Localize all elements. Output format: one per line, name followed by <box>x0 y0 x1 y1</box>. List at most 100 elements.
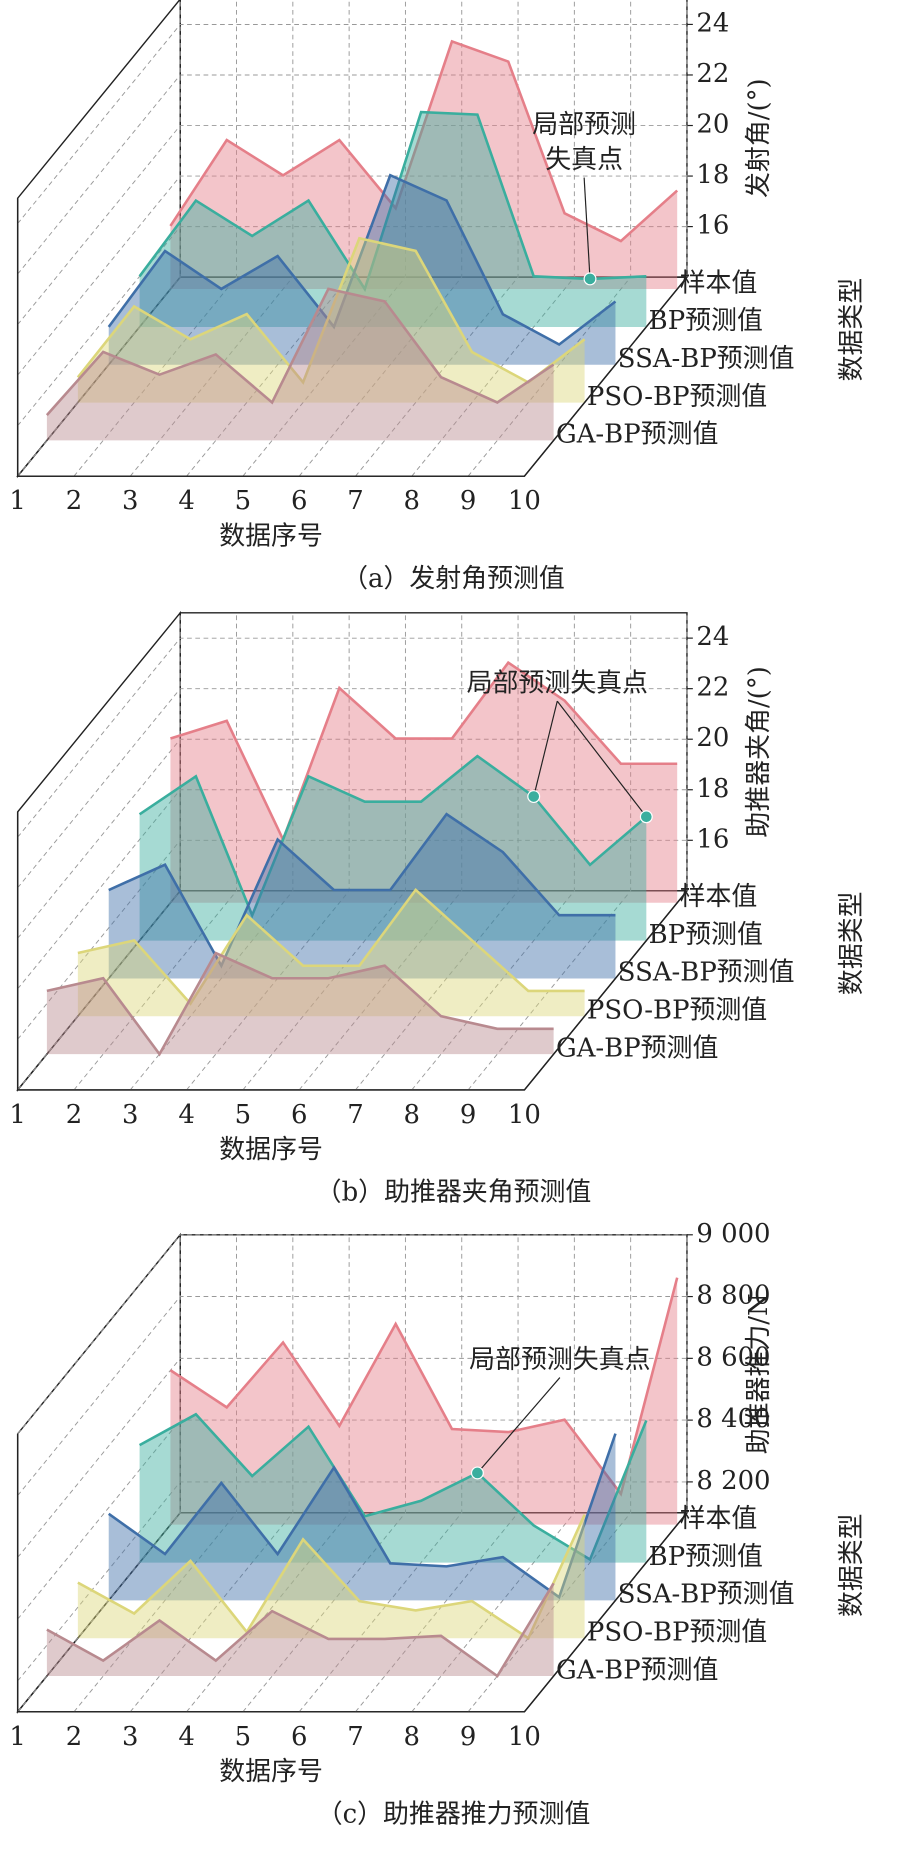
series-line <box>45 287 555 416</box>
x-tick-label: 3 <box>122 1722 138 1752</box>
series-area <box>170 1277 678 1525</box>
z-tick-label: 20 <box>696 110 729 140</box>
series-area <box>108 814 616 979</box>
series-area <box>46 953 554 1055</box>
grid-line <box>17 1481 687 1682</box>
grid-line <box>17 1357 687 1558</box>
annotation-text: 局部预测 <box>532 110 636 140</box>
z-tick-label: 8 800 <box>696 1281 770 1311</box>
x-tick-label: 2 <box>66 1100 82 1130</box>
caption: （a）发射角预测值 <box>342 564 565 594</box>
series-line <box>169 39 679 243</box>
annotation-leader <box>476 1377 561 1474</box>
series-line <box>46 951 554 1057</box>
y-axis-label: 数据类型 <box>837 278 867 382</box>
z-tick-label: 24 <box>696 8 729 38</box>
x-tick-label: 7 <box>347 486 363 516</box>
series-label: PSO-BP预测值 <box>587 1617 767 1647</box>
annotation-point <box>470 1466 484 1480</box>
series-label: BP预测值 <box>649 1542 763 1572</box>
series-line <box>170 660 678 843</box>
series-line <box>138 110 647 293</box>
x-tick-label: 5 <box>235 1100 251 1130</box>
series-label: SSA-BP预测值 <box>618 958 795 988</box>
z-tick-label: 8 400 <box>696 1404 770 1434</box>
panel: 16 18 20 22 24 1 2 3 4 5 6 7 8 9 10 样本值 BP预测值 SSA-BP预测值 PS… <box>9 610 867 1208</box>
y-axis-label: 数据类型 <box>837 891 867 995</box>
x-tick-label: 2 <box>66 486 82 516</box>
z-tick-label: 18 <box>696 774 729 804</box>
series-area <box>139 1414 647 1563</box>
x-tick-label: 7 <box>347 1722 363 1752</box>
x-tick-label: 5 <box>235 486 251 516</box>
grid-line <box>129 1234 294 1713</box>
z-tick-label: 8 200 <box>696 1466 770 1496</box>
caption: （c）助推器推力预测值 <box>317 1800 591 1830</box>
z-tick-label: 9 000 <box>696 1219 770 1249</box>
series-line <box>107 173 617 347</box>
grid-line <box>298 0 463 477</box>
series-line <box>107 1433 617 1600</box>
grid-line <box>129 612 294 1091</box>
front-edge <box>16 198 688 477</box>
series-label: SSA-BP预测值 <box>618 1580 795 1610</box>
front-edge <box>16 1433 688 1713</box>
x-tick-label: 4 <box>178 486 194 516</box>
annotation-text: 局部预测失真点 <box>469 1345 650 1375</box>
x-tick-label: 2 <box>66 1722 82 1752</box>
x-axis-label: 数据序号 <box>219 1757 323 1787</box>
y-axis-label: 数据类型 <box>837 1513 867 1617</box>
x-tick-label: 6 <box>291 1100 307 1130</box>
series-area <box>170 662 678 903</box>
series-area <box>46 288 554 441</box>
x-tick-label: 10 <box>508 1100 541 1130</box>
front-edge <box>16 811 688 1091</box>
series-area <box>139 756 647 941</box>
z-tick-label: 16 <box>696 211 729 241</box>
z-tick-label: 16 <box>696 824 729 854</box>
series-label: GA-BP预测值 <box>556 420 718 450</box>
grid-line <box>17 24 687 224</box>
series-area <box>77 238 585 403</box>
grid-line <box>17 1234 687 1435</box>
grid-line <box>73 0 237 477</box>
x-tick-label: 9 <box>460 1100 476 1130</box>
z-tick-label: 8 600 <box>696 1342 770 1372</box>
series-label: PSO-BP预测值 <box>587 996 767 1026</box>
grid-line <box>17 637 687 838</box>
x-tick-label: 4 <box>178 1100 194 1130</box>
x-tick-label: 3 <box>122 486 138 516</box>
x-tick-label: 6 <box>291 1722 307 1752</box>
annotation-leader <box>583 177 591 279</box>
series-line <box>138 754 648 919</box>
series-label: GA-BP预测值 <box>556 1033 718 1063</box>
panel: 16 18 20 22 24 1 2 3 4 5 6 7 8 9 10 样本值 BP预测值 SSA-BP预测值 PS… <box>9 0 867 594</box>
grid-line <box>73 612 237 1091</box>
grid-line <box>242 612 406 1091</box>
grid-line <box>17 0 181 477</box>
x-tick-label: 10 <box>508 486 541 516</box>
grid-line <box>17 688 687 889</box>
grid-line <box>411 612 575 1091</box>
x-tick-label: 8 <box>404 1722 420 1752</box>
annotation-leader <box>556 700 647 818</box>
annotation-point <box>527 790 541 804</box>
x-tick-label: 1 <box>9 1100 25 1130</box>
x-tick-label: 8 <box>404 1100 420 1130</box>
z-tick-label: 22 <box>696 673 729 703</box>
z-tick-label: 20 <box>696 723 729 753</box>
grid-line <box>242 1234 406 1713</box>
annotation-point <box>639 810 653 824</box>
caption: （b）助推器夹角预测值 <box>316 1178 592 1208</box>
series-line <box>169 1277 679 1497</box>
series-line <box>108 812 616 969</box>
annotation-text: 局部预测失真点 <box>467 669 648 699</box>
x-tick-label: 5 <box>235 1722 251 1752</box>
series-area <box>108 175 616 365</box>
series-label: 样本值 <box>680 268 758 298</box>
x-tick-label: 4 <box>178 1722 194 1752</box>
x-axis-label: 数据序号 <box>219 521 323 551</box>
grid-line <box>186 1234 350 1713</box>
series-area <box>170 41 678 290</box>
grid-line <box>298 1234 463 1713</box>
